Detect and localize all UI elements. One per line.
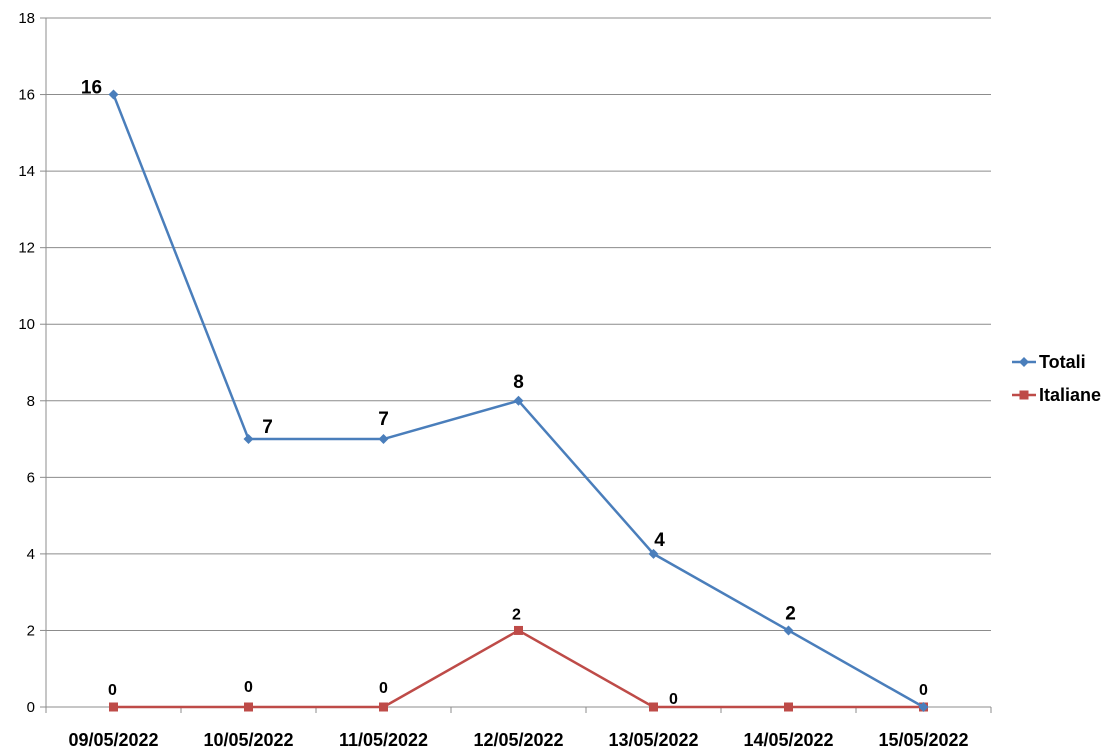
legend-marker-italiane — [1019, 390, 1029, 400]
point-italiane — [244, 702, 253, 712]
y-tick-label: 18 — [18, 10, 35, 27]
point-italiane — [514, 625, 523, 635]
y-tick-label: 6 — [27, 469, 35, 486]
y-tick-label: 10 — [18, 316, 35, 333]
x-tick-label: 13/05/2022 — [608, 730, 698, 750]
legend-marker-totali — [1019, 357, 1029, 367]
y-tick-label: 2 — [27, 622, 35, 639]
x-tick-label: 12/05/2022 — [473, 730, 563, 750]
y-axis-ticks: 0 2 4 6 8 10 12 14 16 18 — [18, 10, 46, 716]
y-tick-label: 16 — [18, 87, 35, 104]
y-tick-label: 0 — [27, 699, 35, 716]
data-label-italiane: 2 — [512, 606, 521, 623]
data-label-totali: 7 — [378, 409, 389, 430]
series-group — [108, 89, 929, 712]
data-label-italiane: 0 — [379, 680, 388, 697]
point-totali — [243, 434, 254, 445]
data-label-italiane: 0 — [669, 691, 678, 708]
point-totali — [918, 702, 929, 712]
y-tick-label: 12 — [18, 240, 35, 257]
x-tick-label: 15/05/2022 — [878, 730, 968, 750]
gridlines — [46, 17, 991, 631]
point-totali — [108, 89, 119, 100]
y-tick-label: 8 — [27, 393, 35, 410]
data-label-totali: 16 — [81, 78, 102, 99]
point-totali — [783, 625, 794, 636]
point-totali — [378, 434, 389, 445]
point-italiane — [784, 702, 793, 712]
data-label-totali: 2 — [785, 603, 796, 624]
data-labels: 16 7 7 8 4 2 0 0 0 2 0 0 — [81, 78, 928, 708]
legend-label-totali: Totali — [1039, 352, 1086, 372]
data-label-italiane: 0 — [108, 682, 117, 699]
x-tick-label: 11/05/2022 — [339, 730, 428, 750]
data-label-totali: 7 — [262, 417, 273, 438]
x-tick-label: 14/05/2022 — [743, 730, 833, 750]
data-label-italiane: 0 — [244, 679, 253, 696]
legend-label-italiane: Italiane — [1039, 385, 1101, 405]
x-tick-label: 09/05/2022 — [68, 730, 158, 750]
series-line-italiane — [113, 629, 924, 709]
data-label-totali: 4 — [654, 530, 665, 551]
data-label-totali: 8 — [513, 372, 524, 393]
point-totali — [513, 395, 524, 406]
x-tick-label: 10/05/2022 — [203, 730, 293, 750]
point-italiane — [649, 702, 658, 712]
point-totali — [648, 548, 659, 559]
data-label-italiane: 0 — [919, 682, 928, 699]
x-axis-ticks: 09/05/2022 10/05/2022 11/05/2022 12/05/2022… — [45, 707, 992, 750]
y-tick-label: 4 — [27, 546, 35, 563]
axes — [45, 18, 991, 708]
point-italiane — [379, 702, 388, 712]
legend: Totali Italiane — [1012, 352, 1101, 405]
y-tick-label: 14 — [18, 163, 35, 180]
point-italiane — [109, 702, 118, 712]
